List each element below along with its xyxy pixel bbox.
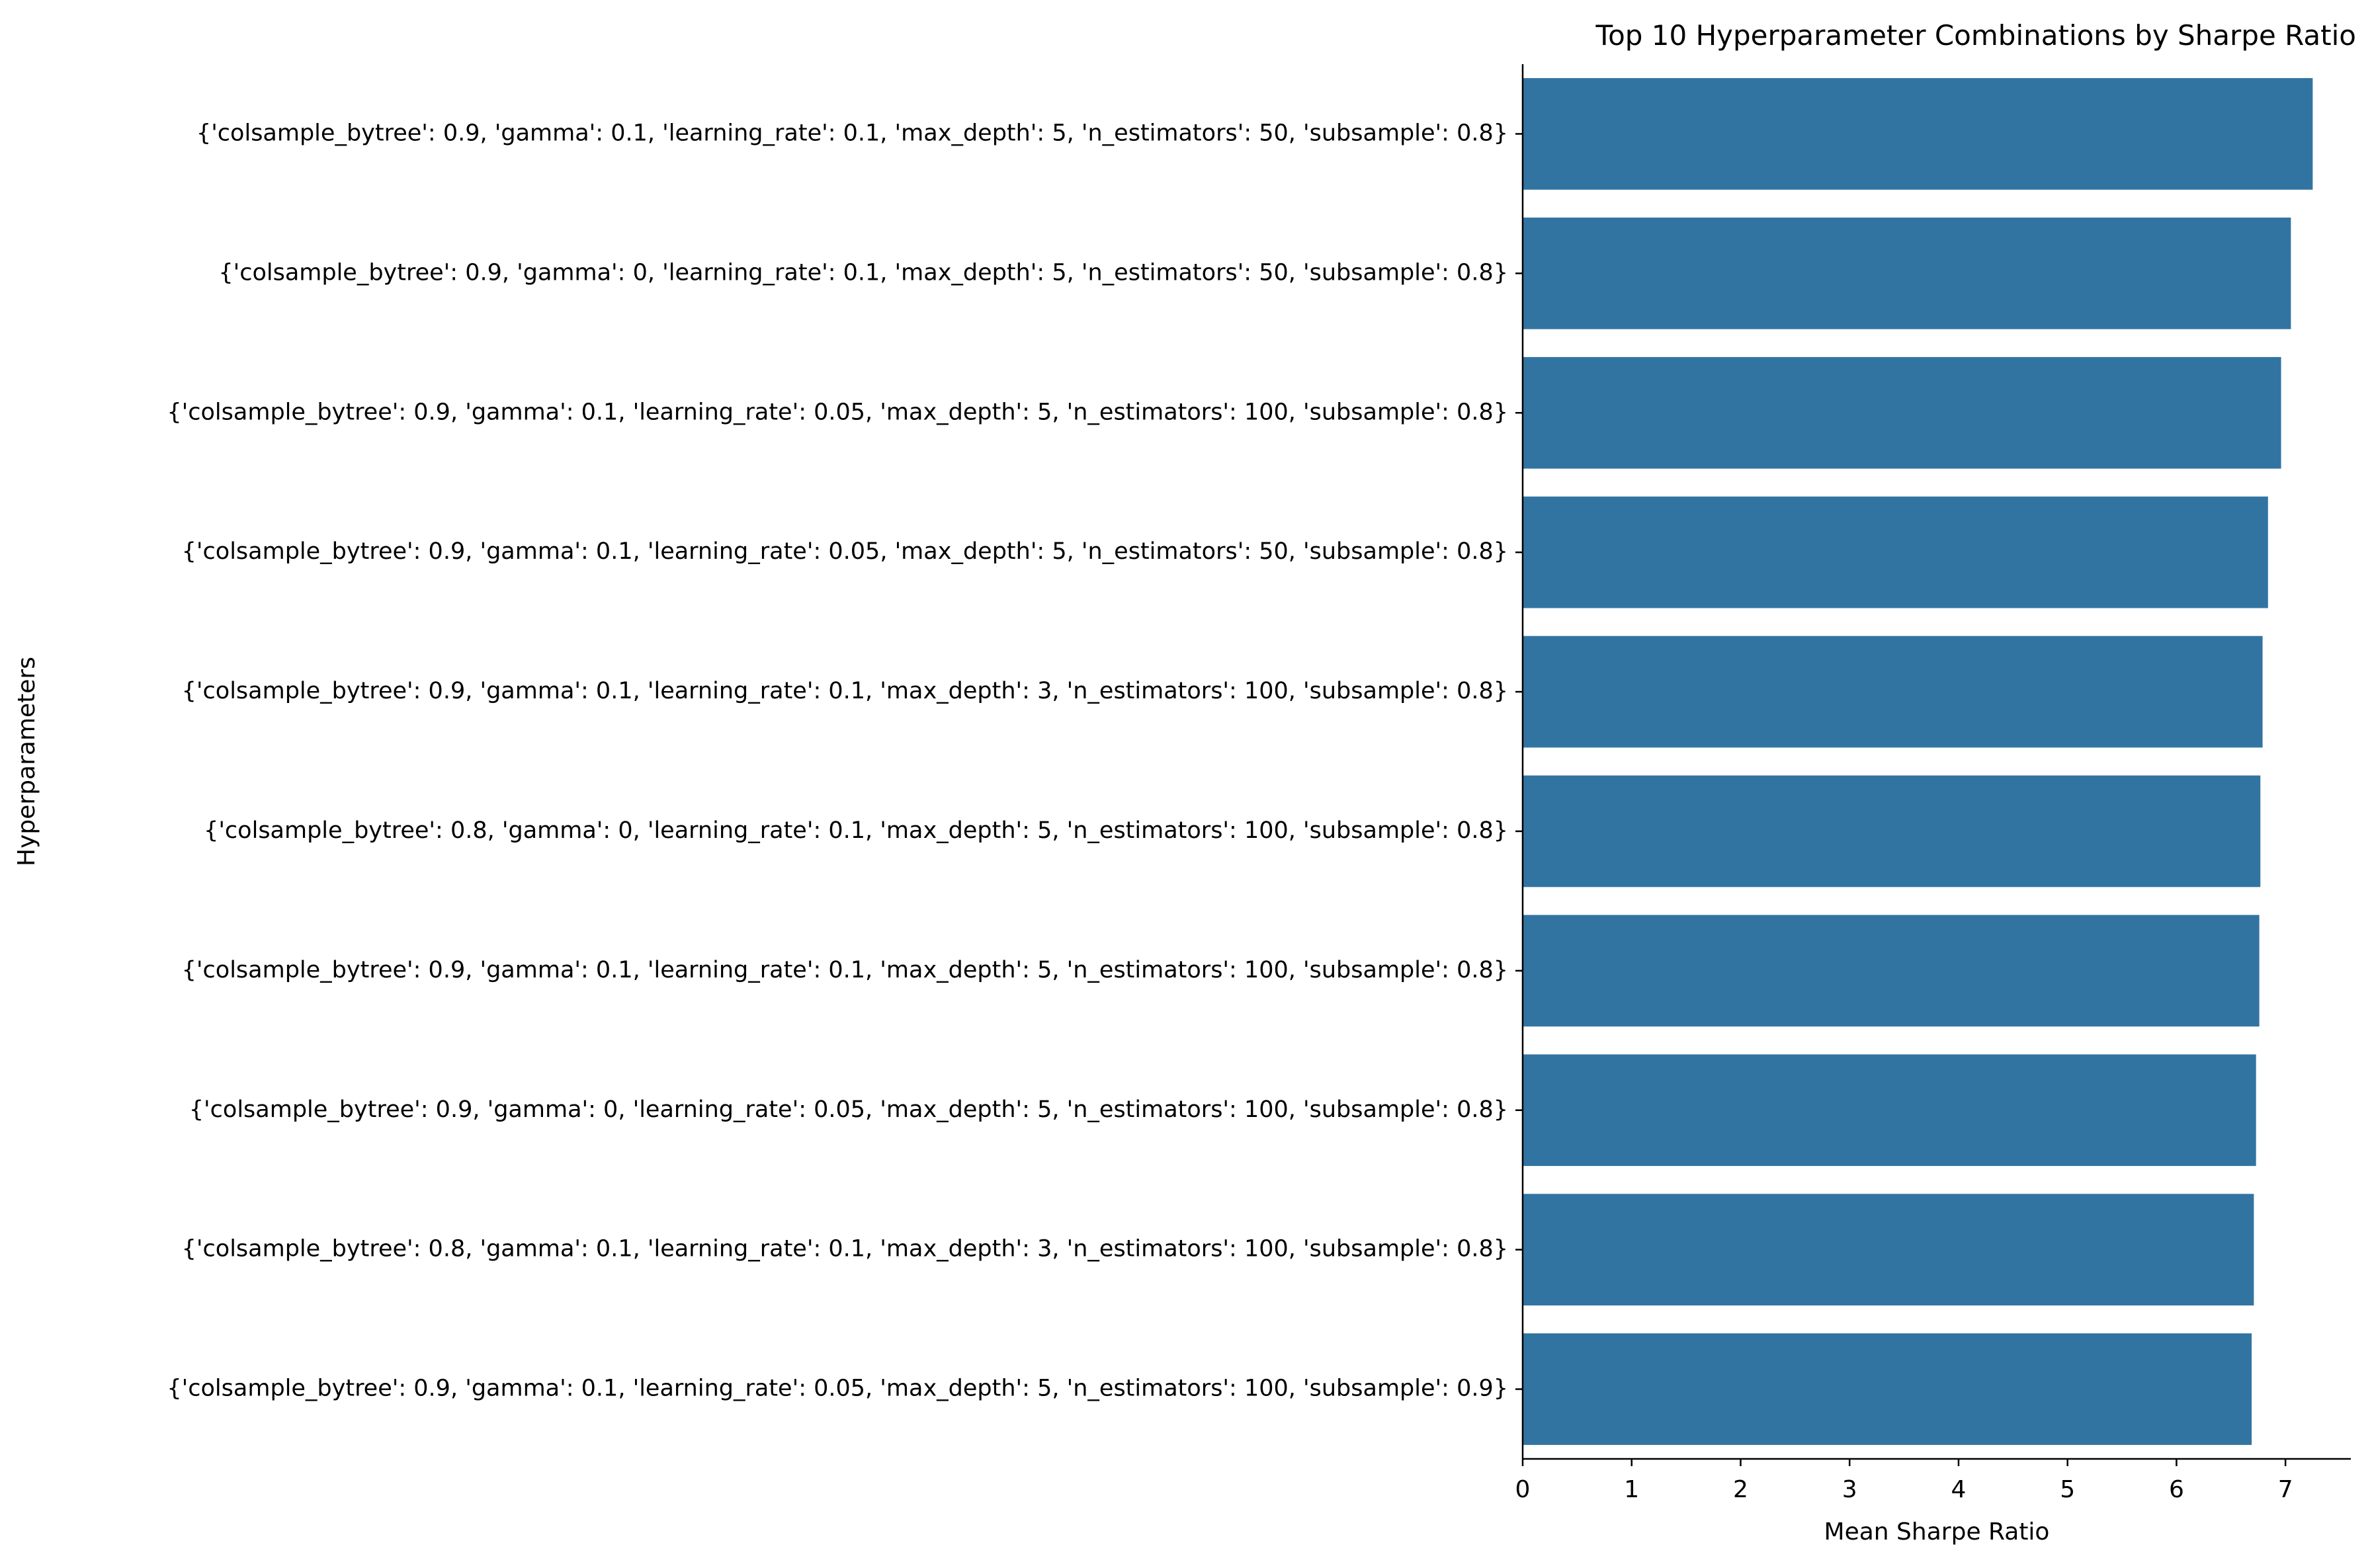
- y-tick-label: {'colsample_bytree': 0.9, 'gamma': 0, 'l…: [218, 259, 1508, 286]
- x-tick-label: 0: [1515, 1476, 1531, 1503]
- bar-10: [1523, 1333, 2252, 1445]
- x-tick-label: 3: [1842, 1476, 1857, 1503]
- y-tick-label: {'colsample_bytree': 0.9, 'gamma': 0.1, …: [182, 678, 1508, 704]
- chart-title: Top 10 Hyperparameter Combinations by Sh…: [1595, 19, 2356, 52]
- bar-5: [1523, 636, 2263, 748]
- y-tick-label: {'colsample_bytree': 0.9, 'gamma': 0.1, …: [167, 1376, 1508, 1402]
- x-axis-label: Mean Sharpe Ratio: [1824, 1518, 2050, 1546]
- bar-7: [1523, 915, 2260, 1027]
- bar-9: [1523, 1194, 2254, 1306]
- bar-4: [1523, 496, 2268, 608]
- y-tick-label: {'colsample_bytree': 0.9, 'gamma': 0.1, …: [196, 120, 1508, 146]
- x-tick-label: 2: [1733, 1476, 1748, 1503]
- y-tick-label: {'colsample_bytree': 0.9, 'gamma': 0.1, …: [167, 399, 1508, 425]
- bar-6: [1523, 775, 2261, 887]
- y-axis-label: Hyperparameters: [13, 657, 40, 866]
- x-tick-label: 1: [1624, 1476, 1639, 1503]
- category-labels: {'colsample_bytree': 0.9, 'gamma': 0.1, …: [167, 120, 1523, 1402]
- y-tick-label: {'colsample_bytree': 0.8, 'gamma': 0, 'l…: [204, 817, 1508, 844]
- bar-1: [1523, 78, 2313, 190]
- x-tick-label: 7: [2278, 1476, 2293, 1503]
- y-tick-label: {'colsample_bytree': 0.9, 'gamma': 0.1, …: [182, 957, 1508, 983]
- x-axis-ticks: 0 1 2 3 4 5 6 7: [1515, 1459, 2293, 1503]
- bars-layer: [1523, 78, 2313, 1445]
- bar-2: [1523, 217, 2291, 329]
- y-tick-label: {'colsample_bytree': 0.8, 'gamma': 0.1, …: [182, 1236, 1508, 1262]
- bar-3: [1523, 356, 2281, 469]
- y-tick-label: {'colsample_bytree': 0.9, 'gamma': 0, 'l…: [189, 1096, 1508, 1123]
- x-tick-label: 6: [2169, 1476, 2184, 1503]
- bar-8: [1523, 1054, 2256, 1167]
- x-tick-label: 4: [1951, 1476, 1966, 1503]
- x-tick-label: 5: [2060, 1476, 2075, 1503]
- y-tick-label: {'colsample_bytree': 0.9, 'gamma': 0.1, …: [182, 538, 1508, 565]
